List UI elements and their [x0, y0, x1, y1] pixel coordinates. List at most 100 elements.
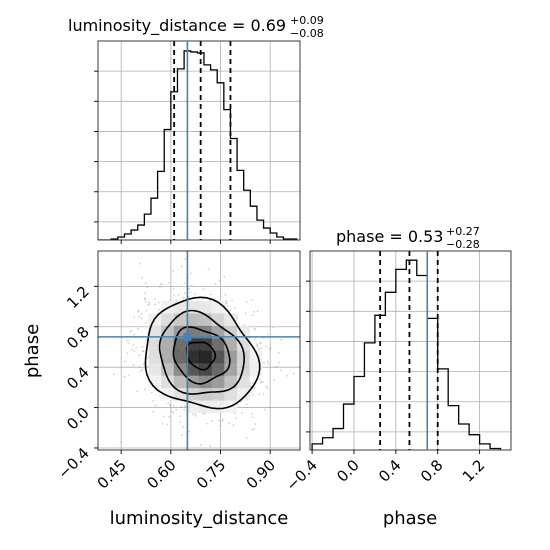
joint-sample-point	[244, 312, 247, 315]
joint-sample-point	[129, 331, 132, 333]
joint-sample-point	[273, 379, 276, 381]
joint-contour-2	[158, 309, 246, 395]
lum-title: luminosity_distance = 0.69	[68, 16, 286, 36]
joint-ytick-label-4: 1.2	[63, 282, 93, 312]
x-axis-label-phase: phase	[383, 508, 437, 529]
joint-sample-point	[274, 366, 277, 369]
joint-sample-point	[214, 282, 217, 285]
joint-sample-point	[154, 303, 157, 306]
joint-sample-point	[131, 348, 134, 351]
phase-histogram-panel: −0.4 0.0 0.4 0.8 1.2	[282, 250, 512, 495]
joint-sample-point	[223, 275, 226, 278]
joint-sample-point	[141, 350, 144, 352]
joint-sample-point	[148, 301, 150, 304]
joint-sample-point	[188, 287, 190, 290]
joint-sample-point	[286, 374, 288, 377]
joint-sample-point	[184, 258, 187, 261]
joint-sample-point	[226, 305, 229, 308]
joint-sample-point	[258, 346, 261, 349]
joint-sample-point	[137, 309, 140, 312]
joint-sample-point	[225, 299, 227, 302]
joint-sample-point	[170, 410, 173, 413]
joint-density-cell	[161, 313, 175, 326]
joint-sample-point	[132, 364, 135, 367]
joint-sample-point	[168, 415, 171, 418]
joint-sample-point	[205, 422, 208, 425]
joint-sample-point	[253, 310, 256, 313]
joint-sample-point	[251, 381, 254, 384]
joint-sample-point	[292, 372, 295, 375]
joint-sample-point	[253, 428, 256, 430]
joint-sample-point	[263, 361, 266, 364]
joint-density-cell	[224, 375, 238, 389]
phase-title: phase = 0.53	[336, 227, 443, 246]
joint-sample-point	[147, 304, 149, 307]
joint-density-cell	[199, 350, 212, 364]
joint-sample-point	[133, 349, 136, 352]
joint-sample-point	[194, 412, 197, 415]
joint-density-cell	[173, 338, 187, 351]
joint-sample-point	[259, 378, 261, 381]
joint-sample-point	[189, 272, 192, 275]
joint-density-cell	[148, 338, 162, 351]
joint-sample-point	[251, 314, 254, 317]
joint-density-cell	[236, 387, 250, 401]
joint-sample-point	[207, 268, 210, 271]
joint-sample-point	[188, 430, 191, 433]
joint-sample-point	[234, 417, 237, 420]
joint-sample-point	[123, 360, 126, 363]
joint-sample-point	[138, 354, 141, 356]
joint-sample-point	[172, 411, 175, 414]
joint-sample-point	[279, 369, 282, 372]
joint-ytick-label-2: 0.4	[63, 363, 93, 393]
joint-sample-point	[250, 412, 253, 415]
joint-sample-point	[182, 296, 185, 299]
joint-sample-point	[253, 386, 256, 389]
joint-density-cell	[173, 375, 187, 389]
joint-sample-point	[157, 301, 160, 304]
joint-sample-point	[263, 408, 266, 411]
joint-sample-point	[183, 282, 186, 285]
joint-sample-point	[138, 315, 141, 318]
hist2-frame	[309, 250, 512, 451]
joint-sample-point	[150, 391, 153, 394]
joint-density-panel: 0.45 0.60 0.75 0.90−0.40.00.40.81.2	[54, 250, 301, 492]
joint-contour-1	[172, 326, 231, 385]
joint-sample-point	[141, 346, 144, 348]
joint-sample-point	[253, 327, 256, 330]
joint-sample-point	[183, 292, 186, 295]
joint-sample-point	[232, 424, 235, 426]
joint-density-cell	[148, 362, 162, 376]
joint-sample-point	[152, 399, 155, 402]
joint-sample-point	[119, 441, 122, 444]
joint-sample-point	[219, 424, 221, 427]
joint-sample-point	[194, 414, 197, 417]
joint-sample-point	[255, 343, 258, 345]
joint-sample-point	[161, 422, 164, 425]
y-axis-label-phase: phase	[22, 324, 43, 378]
joint-sample-point	[180, 265, 183, 268]
joint-sample-point	[228, 422, 230, 425]
joint-frame	[97, 250, 301, 451]
lum-title-sup: +0.09	[290, 14, 324, 27]
joint-density-cell	[161, 350, 175, 364]
joint-sample-point	[167, 402, 170, 404]
joint-sample-point	[133, 333, 136, 336]
hist1-frame	[97, 40, 301, 241]
joint-density-cell	[211, 375, 225, 389]
joint-sample-point	[199, 444, 202, 446]
hist2-xtick-label-2: 0.4	[375, 456, 405, 486]
joint-sample-point	[141, 276, 143, 279]
joint-sample-point	[277, 361, 280, 364]
joint-sample-point	[256, 345, 259, 348]
joint-sample-point	[127, 342, 130, 345]
joint-density-cell	[199, 300, 212, 314]
joint-density-cell	[224, 325, 238, 339]
joint-sample-point	[162, 415, 165, 418]
joint-density-cell	[199, 387, 212, 401]
joint-density-cell	[211, 362, 225, 376]
joint-density-cell	[199, 375, 212, 389]
joint-sample-point	[139, 370, 142, 373]
joint-sample-point	[144, 292, 146, 295]
joint-sample-point	[127, 374, 130, 377]
